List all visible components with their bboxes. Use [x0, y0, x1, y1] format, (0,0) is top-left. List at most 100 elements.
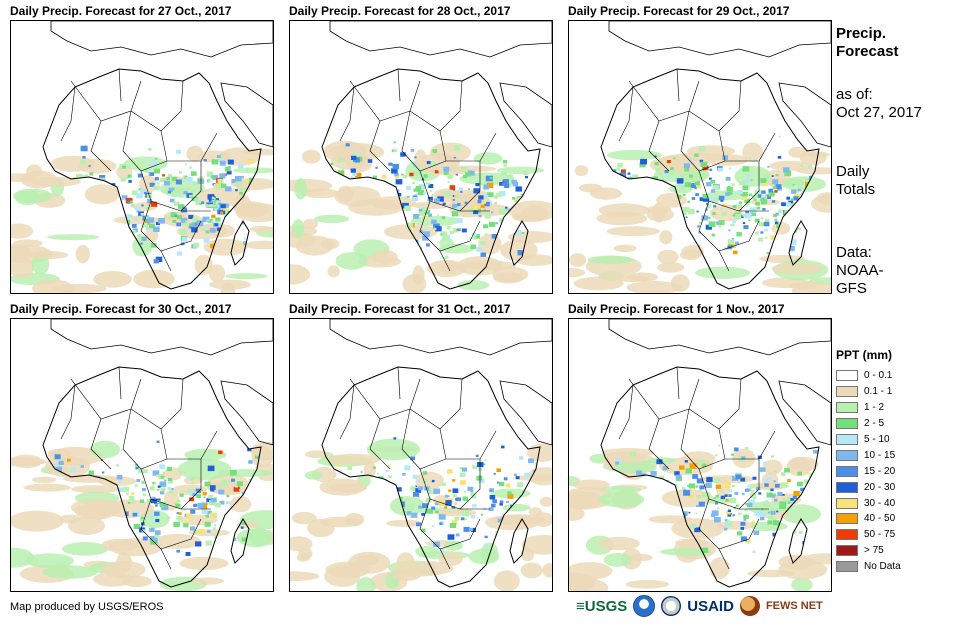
country-border — [349, 378, 421, 420]
rain-cell — [182, 236, 188, 242]
rain-cell — [206, 171, 214, 177]
rain-cell — [474, 234, 481, 239]
country-border — [369, 418, 391, 470]
rain-cell — [622, 195, 628, 200]
rain-cell — [183, 523, 189, 528]
rain-cell — [157, 489, 160, 491]
rain-cell — [766, 492, 773, 498]
legend-label: 30 - 40 — [864, 497, 896, 509]
rain-cell — [374, 511, 380, 516]
rain-cell — [533, 224, 537, 228]
rain-cell — [133, 217, 138, 221]
rain-cell — [688, 511, 691, 514]
rain-cell — [464, 201, 468, 204]
rain-cell — [706, 182, 712, 187]
rain-cell — [380, 514, 388, 520]
rain-cell — [151, 496, 156, 501]
rain-cell — [148, 148, 152, 151]
rain-cell — [616, 167, 620, 171]
rain-cell — [237, 163, 244, 169]
rain-cell — [192, 481, 196, 484]
rain-cell — [140, 525, 145, 529]
rain-cell — [424, 210, 431, 215]
rain-cell — [353, 506, 357, 509]
rain-cell — [93, 221, 99, 226]
country-border — [70, 378, 142, 420]
rain-cell — [175, 179, 182, 185]
rain-cell — [336, 514, 339, 517]
rain-cell — [433, 227, 437, 230]
rain-cell — [615, 461, 619, 465]
rain-cell — [172, 190, 180, 196]
rain-cell — [770, 488, 774, 492]
rain-cell — [437, 196, 444, 202]
rain-cell — [790, 498, 795, 502]
rain-cell — [755, 201, 760, 206]
rain-cell — [470, 489, 474, 493]
rain-cell — [88, 165, 91, 167]
rain-cell — [345, 243, 349, 246]
rain-cell — [150, 540, 156, 545]
rain-cell — [613, 169, 616, 172]
rain-cell — [99, 175, 106, 180]
rain-cell — [418, 184, 426, 190]
rain-cell — [255, 504, 258, 506]
country-border — [397, 366, 401, 400]
rain-cell — [764, 228, 768, 232]
rain-cell — [755, 231, 759, 235]
forecast-panel-30-oct: Daily Precip. Forecast for 30 Oct., 2017 — [10, 302, 274, 592]
country-border — [676, 68, 680, 102]
rain-cell — [501, 182, 506, 186]
rain-cell — [716, 221, 721, 225]
rain-cell — [375, 166, 378, 169]
ocean-drizzle-patch — [799, 150, 827, 166]
rain-cell — [215, 200, 221, 205]
rain-cell — [77, 221, 83, 226]
rain-cell — [684, 182, 691, 188]
rain-cell — [76, 173, 83, 179]
rain-cell — [142, 488, 146, 492]
rain-cell — [679, 213, 683, 216]
europe-outline — [50, 21, 273, 58]
rain-cell — [706, 477, 713, 483]
rain-cell — [683, 163, 690, 169]
rain-cell — [480, 240, 486, 245]
rain-cell — [223, 203, 229, 208]
rain-cell — [441, 216, 446, 220]
rain-cell — [697, 225, 700, 228]
ocean-drizzle-patch — [493, 514, 546, 526]
rain-cell — [457, 203, 461, 206]
rain-cell — [158, 218, 165, 224]
rain-cell — [727, 513, 732, 517]
rain-cell — [442, 236, 448, 241]
rain-cell — [180, 217, 188, 223]
rain-cell — [53, 492, 58, 496]
ocean-drizzle-patch — [572, 479, 610, 491]
rain-cell — [688, 239, 695, 244]
rain-cell — [182, 206, 185, 209]
rain-cell — [54, 498, 57, 501]
rain-cell — [743, 179, 749, 185]
country-border — [718, 250, 730, 272]
country-border — [688, 80, 742, 132]
rain-cell — [680, 185, 687, 191]
rain-cell — [763, 221, 770, 227]
rain-cell — [429, 190, 432, 192]
rain-cell — [460, 166, 467, 172]
rain-cell — [92, 226, 99, 231]
rain-cell — [80, 465, 84, 468]
rain-cell — [813, 449, 818, 454]
rain-cell — [214, 223, 219, 227]
rain-cell — [142, 536, 148, 541]
rain-cell — [483, 195, 489, 199]
rain-cell — [88, 223, 94, 228]
rain-cell — [199, 176, 202, 179]
rain-cell — [387, 221, 390, 224]
rain-cell — [202, 216, 210, 223]
rain-cell — [426, 182, 430, 186]
rain-cell — [629, 195, 633, 199]
rain-cell — [774, 221, 779, 225]
rain-cell — [218, 202, 221, 205]
rain-cell — [687, 200, 690, 203]
rain-cell — [662, 466, 668, 471]
